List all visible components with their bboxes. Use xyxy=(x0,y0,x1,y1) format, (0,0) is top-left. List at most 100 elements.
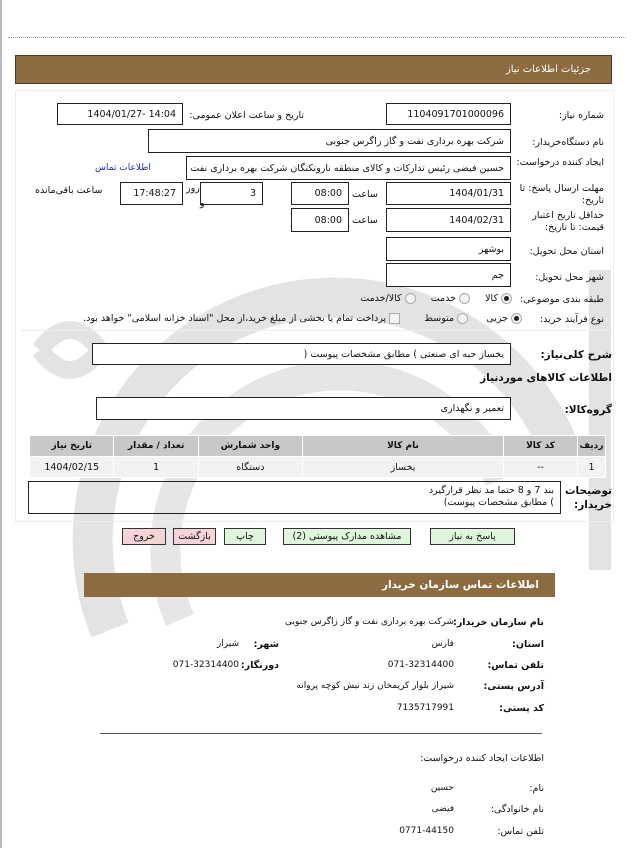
province-field: بوشهر xyxy=(386,237,511,261)
category-option-service: خدمت xyxy=(430,293,456,304)
table-header-row: ردیف کد کالا نام کالا واحد شمارش تعداد /… xyxy=(28,435,607,457)
cell-row: 1 xyxy=(576,456,607,478)
remaining-label: ساعت باقی‌مانده xyxy=(35,185,103,196)
category-label: طبقه بندی موضوعی: xyxy=(519,294,604,305)
contact-divider xyxy=(100,733,542,734)
treasury-checkbox[interactable] xyxy=(389,313,401,324)
category-radio-both[interactable] xyxy=(404,293,416,304)
table-row: 1 -- یخساز دستگاه 1 1404/02/15 xyxy=(28,456,607,478)
back-button[interactable]: بازگشت xyxy=(173,528,216,545)
need-number-field: 1104091701000096 xyxy=(386,103,511,125)
goods-section-title: اطلاعات کالاهای موردنیاز xyxy=(480,372,612,384)
creator-family-label: نام خانوادگی: xyxy=(490,804,544,815)
col-name: نام کالا xyxy=(301,435,505,457)
remaining-time-field: 17:48:27 xyxy=(120,182,183,205)
category-radio-goods[interactable] xyxy=(501,293,512,304)
cell-qty: 1 xyxy=(113,456,199,478)
process-radio-minor[interactable] xyxy=(511,313,522,324)
attachments-button[interactable]: مشاهده مدارک پیوستی (2) xyxy=(283,528,411,545)
summary-label: شرح کلی‌نیاز: xyxy=(540,349,612,361)
contact-title: اطلاعات تماس سازمان خریدار xyxy=(382,579,539,591)
creator-family-value: فیضی xyxy=(431,804,454,814)
contact-province-label: استان: xyxy=(512,639,544,650)
process-option-medium: متوسط xyxy=(424,313,455,324)
creator-label: ایجاد کننده درخواست: xyxy=(516,157,604,168)
details-header: جزئیات اطلاعات نیاز xyxy=(15,55,612,84)
reply-button[interactable]: پاسخ به نیاز xyxy=(430,528,515,545)
details-panel xyxy=(15,90,614,522)
category-radio-group: کالا خدمت کالا/خدمت xyxy=(360,293,512,304)
details-title: جزئیات اطلاعات نیاز xyxy=(505,64,591,75)
cell-name: یخساز xyxy=(301,456,505,478)
creator-info-title: اطلاعات ایجاد کننده درخواست: xyxy=(420,753,544,764)
contact-city-label: شهر: xyxy=(253,639,279,650)
city-label: شهر محل تحویل: xyxy=(535,272,604,283)
goods-table: ردیف کد کالا نام کالا واحد شمارش تعداد /… xyxy=(28,435,607,478)
and-label: و xyxy=(200,198,205,209)
creator-field: حسین فیضی رئیس تدارکات و کالای منطقه نار… xyxy=(186,156,511,180)
contact-city-value: شیراز xyxy=(216,639,239,649)
deadline-label: مهلت ارسال پاسخ: تا تاریخ: xyxy=(519,183,604,206)
category-radio-service[interactable] xyxy=(459,293,471,304)
contact-province-value: فارس xyxy=(431,639,454,649)
buyer-notes-label: توضیحات خریدار: xyxy=(564,485,612,511)
cell-unit: دستگاه xyxy=(197,456,303,478)
creator-phone-value: 0771-44150 xyxy=(399,826,454,836)
contact-fax-label: دورنگار: xyxy=(240,660,279,671)
creator-name-value: حسین xyxy=(430,783,454,793)
exit-button[interactable]: خروج xyxy=(122,528,166,545)
process-option-minor: جزیی xyxy=(486,313,508,324)
buyer-field: شرکت بهره برداری نفت و گاز زاگرس جنوبی xyxy=(148,129,511,153)
cell-date: 1404/02/15 xyxy=(28,456,115,478)
buyer-notes-line: ) مطابق مشخصات پیوست) xyxy=(443,497,554,508)
days-label: روز xyxy=(186,183,200,194)
validity-time-field: 08:00 xyxy=(291,208,349,232)
col-code: کد کالا xyxy=(503,435,578,457)
buyer-label: نام دستگاه‌خریدار: xyxy=(532,137,604,148)
contact-org-label: نام سازمان خریدار: xyxy=(453,617,544,628)
contact-address-value: شیراز بلوار کریمخان زند نبش کوچه پروانه xyxy=(296,681,454,691)
goods-group-field: تعمیر و نگهداری xyxy=(96,397,511,420)
announce-label: تاریخ و ساعت اعلان عمومی: xyxy=(189,110,304,121)
validity-label: حداقل تاریخ اعتبار قیمت: تا تاریخ: xyxy=(532,210,604,233)
contact-fax-value: 071-32314400 xyxy=(172,660,239,670)
divider xyxy=(8,37,626,38)
col-qty: تعداد / مقدار xyxy=(113,435,199,457)
contact-address-label: آدرس پستی: xyxy=(483,681,544,692)
contact-postal-label: کد پستی: xyxy=(499,703,544,714)
deadline-time-field: 08:00 xyxy=(291,182,349,205)
goods-group-label: گروه‌کالا: xyxy=(564,404,612,416)
creator-name-label: نام: xyxy=(529,783,544,794)
validity-date-field: 1404/02/31 xyxy=(386,208,511,232)
process-radio-group: جزیی متوسط پرداخت تمام یا بخشی از مبلغ خ… xyxy=(83,313,522,324)
payment-note: پرداخت تمام یا بخشی از مبلغ خرید،از محل … xyxy=(83,313,387,324)
contact-phone-label: تلفن تماس: xyxy=(487,660,544,671)
creator-contact-link[interactable]: اطلاعات تماس xyxy=(95,163,151,173)
need-number-label: شماره نیاز: xyxy=(558,110,604,121)
validity-time-label: ساعت xyxy=(352,215,378,226)
deadline-date-field: 1404/01/31 xyxy=(386,182,511,205)
announce-field: 1404/01/27- 14:04 xyxy=(57,103,183,125)
deadline-time-label: ساعت xyxy=(352,189,378,200)
summary-field: یخساز حبه ای صنعتی ) مطابق مشخصات پیوست … xyxy=(92,343,511,365)
days-field: 3 xyxy=(200,182,263,205)
buyer-notes-field: بند 7 و 8 حتما مد نظر قرارگیرد ) مطابق م… xyxy=(28,481,561,514)
contact-phone-value: 071-32314400 xyxy=(387,660,454,670)
process-label: نوع فرآیند خرید: xyxy=(539,314,604,325)
cell-code: -- xyxy=(503,456,578,478)
creator-phone-label: تلفن تماس: xyxy=(497,826,544,837)
print-button[interactable]: چاپ xyxy=(224,528,266,545)
col-date: تاریخ نیاز xyxy=(28,435,115,457)
col-row: ردیف xyxy=(576,435,607,457)
left-border xyxy=(0,0,2,848)
contact-postal-value: 7135717991 xyxy=(396,703,454,713)
contact-header: اطلاعات تماس سازمان خریدار xyxy=(84,573,555,597)
separator xyxy=(20,330,610,331)
col-unit: واحد شمارش xyxy=(197,435,303,457)
process-radio-medium[interactable] xyxy=(457,313,469,324)
category-option-both: کالا/خدمت xyxy=(360,293,402,304)
buyer-notes-line: بند 7 و 8 حتما مد نظر قرارگیرد xyxy=(428,485,554,496)
city-field: جم xyxy=(386,263,511,287)
category-option-goods: کالا xyxy=(485,293,498,304)
